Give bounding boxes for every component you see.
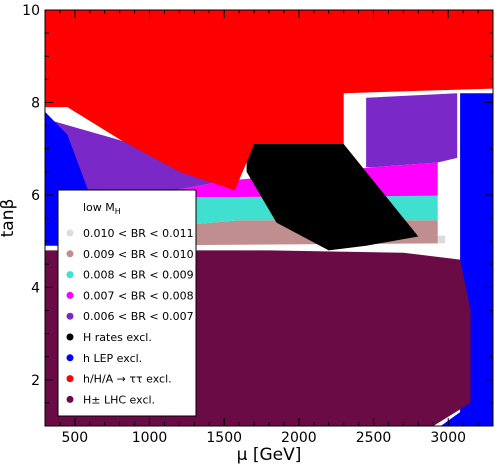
legend-marker-0-010-br-0-011	[66, 229, 74, 237]
legend-marker-0-006-br-0-007	[66, 312, 74, 320]
legend-marker-h-rates-excl	[66, 333, 74, 341]
region-0-006-br-0-007-4	[52, 120, 225, 205]
legend-label-0-007-br-0-008: 0.007 < BR < 0.008	[83, 289, 194, 302]
legend-marker-0-009-br-0-010	[66, 250, 74, 258]
x-axis-title: μ [GeV]	[237, 445, 302, 465]
legend: low MH 0.010 < BR < 0.011 0.009 < BR < 0.…	[57, 189, 197, 417]
legend-label-h-lhc-excl: H± LHC excl.	[83, 393, 155, 406]
legend-marker-h-lep-excl	[66, 354, 74, 362]
region-h-h-a-excl-9	[45, 10, 493, 191]
y-tick-label: 10	[22, 3, 40, 19]
legend-label-h-lep-excl: h LEP excl.	[83, 352, 142, 365]
region-0-006-br-0-007-5	[366, 93, 458, 168]
y-tick-label: 6	[31, 188, 40, 204]
legend-label-h-h-a-excl: h/H/A → ττ excl.	[83, 373, 172, 386]
y-tick-label: 4	[31, 280, 40, 296]
region-h-rates-excl-6	[246, 132, 419, 251]
legend-title-subscript: H	[115, 207, 121, 216]
legend-marker-0-007-br-0-008	[66, 291, 74, 299]
x-tick-label: 500	[61, 430, 88, 446]
x-axis-ticks: 500 1000 1500 2000 2500 3000	[59, 10, 479, 446]
y-axis-ticks: 2 4 6 8 10	[22, 3, 493, 404]
x-tick-label: 2000	[281, 430, 317, 446]
x-tick-label: 2500	[356, 430, 392, 446]
legend-label-0-008-br-0-009: 0.008 < BR < 0.009	[83, 269, 194, 282]
legend-label-0-010-br-0-011: 0.010 < BR < 0.011	[83, 227, 194, 240]
legend-label-0-009-br-0-010: 0.009 < BR < 0.010	[83, 248, 194, 261]
legend-marker-h-lhc-excl	[66, 395, 74, 403]
legend-title: low MH	[83, 201, 121, 216]
x-tick-label: 3000	[430, 430, 466, 446]
legend-label-h-rates-excl: H rates excl.	[83, 331, 152, 344]
x-tick-label: 1500	[206, 430, 242, 446]
region-h-lep-excl-8	[440, 93, 493, 426]
legend-label-0-006-br-0-007: 0.006 < BR < 0.007	[83, 310, 194, 323]
y-tick-label: 8	[31, 95, 40, 111]
x-tick-label: 1000	[132, 430, 168, 446]
legend-box	[57, 189, 197, 417]
legend-marker-0-008-br-0-009	[66, 271, 74, 279]
legend-marker-h-h-a-excl	[66, 375, 74, 383]
y-axis-title: tanβ	[0, 199, 18, 238]
y-tick-label: 2	[31, 373, 40, 389]
